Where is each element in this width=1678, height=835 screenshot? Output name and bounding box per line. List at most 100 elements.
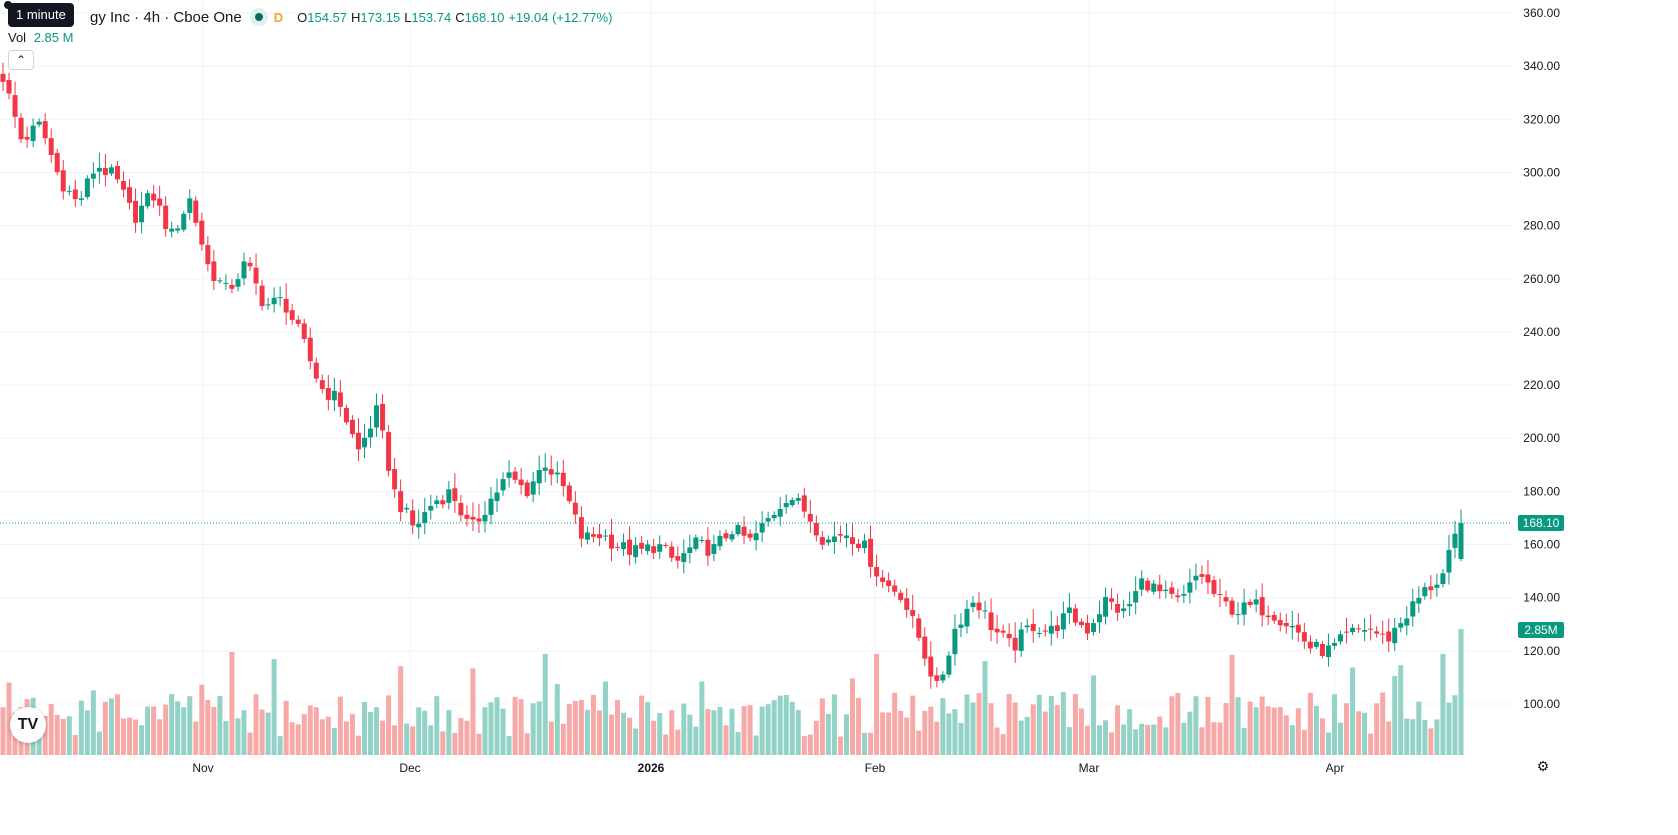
volume-bar (777, 695, 783, 755)
candle-body (247, 262, 253, 267)
volume-legend: Vol 2.85 M (8, 30, 73, 45)
candle-body (54, 152, 60, 173)
volume-bar (1235, 697, 1241, 755)
volume-bar (1054, 705, 1060, 755)
candle-body (1109, 598, 1115, 602)
volume-bar (1344, 703, 1350, 755)
volume-bar (1151, 724, 1157, 755)
candle-body (1157, 584, 1163, 592)
candle-body (72, 189, 78, 200)
volume-bar (253, 694, 259, 755)
volume-bar (1458, 629, 1464, 755)
symbol-title[interactable]: gy Inc · 4h · Cboe One (90, 8, 242, 26)
candle-body (747, 533, 753, 538)
candle-body (801, 495, 807, 512)
symbol-legend: gy Inc · 4h · Cboe One D O 154.57 H 173.… (8, 6, 612, 28)
candle-body (494, 492, 500, 502)
volume-bar (952, 709, 958, 755)
y-tick-label: 220.00 (1523, 378, 1560, 392)
volume-bar (723, 725, 729, 755)
candle-body (1121, 608, 1127, 612)
volume-bar (1277, 707, 1283, 755)
volume-bar (307, 705, 313, 755)
candle-body (1295, 624, 1301, 633)
candle-body (1277, 620, 1283, 626)
volume-bar (1169, 696, 1175, 755)
candle-body (386, 432, 392, 471)
volume-bar (476, 733, 482, 755)
volume-bar (84, 710, 90, 755)
collapse-legend-button[interactable]: ⌃ (8, 50, 34, 70)
candle-body (621, 542, 627, 550)
volume-bar (868, 732, 874, 755)
last-volume-badge-bg (1518, 622, 1564, 638)
candle-body (1139, 578, 1145, 590)
candle-body (651, 546, 657, 553)
candle-body (922, 636, 928, 659)
candle-body (946, 655, 952, 675)
candle-body (265, 304, 271, 306)
candle-body (151, 193, 157, 201)
candle-body (512, 471, 518, 480)
candle-body (331, 390, 337, 401)
volume-bar (970, 702, 976, 755)
volume-bar (530, 703, 536, 755)
volume-bar (193, 721, 199, 755)
candle-body (548, 469, 554, 475)
high-label: H (351, 9, 361, 25)
candle-body (500, 479, 506, 491)
volume-bar (524, 733, 530, 755)
volume-bar (1283, 715, 1289, 755)
volume-bar (422, 710, 428, 755)
candle-body (452, 488, 458, 501)
candle-body (482, 514, 488, 522)
volume-bar (211, 706, 217, 755)
volume-bar (1078, 708, 1084, 755)
candle-body (602, 535, 608, 537)
candle-body (717, 535, 723, 547)
volume-bar (229, 652, 235, 755)
volume-bar (681, 703, 687, 755)
volume-bar (440, 731, 446, 755)
candle-body (1145, 580, 1151, 591)
candle-body (1446, 550, 1452, 573)
candle-body (1392, 627, 1398, 644)
volume-bar (494, 697, 500, 755)
candle-body (1024, 625, 1030, 628)
tradingview-logo-icon[interactable]: TV (10, 707, 46, 743)
candle-body (1350, 627, 1356, 633)
candle-body (1259, 597, 1265, 616)
delayed-data-badge[interactable]: D (273, 9, 284, 25)
candle-body (18, 117, 24, 140)
market-status-icon[interactable] (249, 8, 268, 26)
settings-icon[interactable]: ⚙ (1536, 758, 1550, 774)
candle-body (530, 481, 536, 495)
volume-bar (398, 666, 404, 755)
volume-bar (633, 728, 639, 755)
volume-bar (464, 720, 470, 755)
volume-bar (584, 709, 590, 755)
candle-body (464, 514, 470, 519)
volume-bar (1362, 712, 1368, 755)
volume-bar (1133, 729, 1139, 755)
volume-bar (96, 731, 102, 755)
volume-bar (1374, 703, 1380, 755)
volume-bar (301, 714, 307, 755)
candle-body (289, 310, 295, 320)
candle-body (259, 285, 265, 307)
volume-bar (223, 721, 229, 755)
volume-bar (1398, 665, 1404, 755)
candle-body (1000, 630, 1006, 633)
volume-bar (1163, 727, 1169, 755)
volume-bar (331, 728, 337, 755)
volume-bar (506, 736, 512, 755)
volume-bar (151, 706, 157, 755)
candle-body (789, 500, 795, 506)
volume-bar (361, 701, 367, 755)
candle-body (361, 437, 367, 448)
volume-bar (621, 712, 627, 755)
volume-bar (428, 725, 434, 755)
candle-body (783, 502, 789, 508)
volume-bar (1319, 718, 1325, 755)
